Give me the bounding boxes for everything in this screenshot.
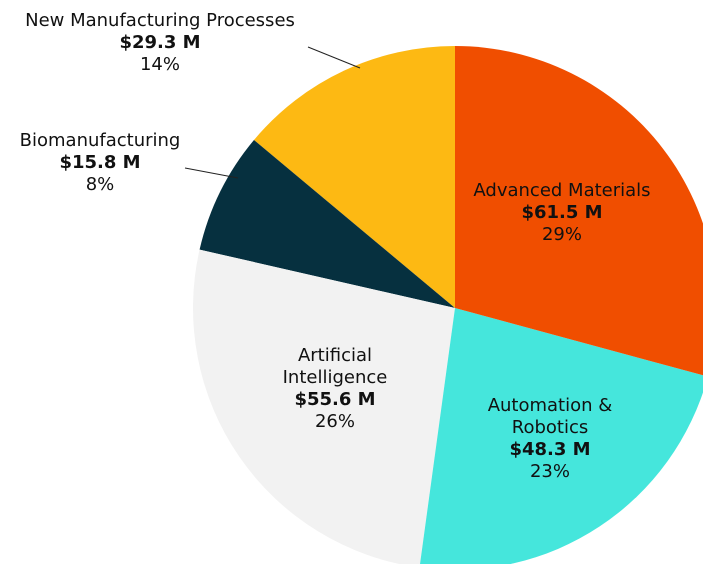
percent-label: 29% <box>541 224 582 245</box>
value-label: $15.8 M <box>59 152 141 173</box>
pie-slice <box>253 46 455 308</box>
slice-label: Artificial Intelligence $55.6 M 26% <box>260 345 410 433</box>
value-label: $29.3 M <box>119 32 201 53</box>
pie-slice <box>455 46 703 376</box>
leader-line <box>307 46 361 69</box>
pie-slice <box>193 249 455 564</box>
value-label: $48.3 M <box>509 439 591 460</box>
category-label: Biomanufacturing <box>19 130 181 151</box>
category-label: Advanced Materials <box>473 180 651 201</box>
slice-label: Biomanufacturing $15.8 M 8% <box>5 130 195 196</box>
leader-line <box>184 167 239 179</box>
category-label: New Manufacturing Processes <box>25 10 295 31</box>
slice-label: Advanced Materials $61.5 M 29% <box>462 180 662 246</box>
percent-label: 8% <box>85 174 115 195</box>
value-label: $55.6 M <box>294 389 376 410</box>
value-label: $61.5 M <box>521 202 603 223</box>
slice-label: New Manufacturing Processes $29.3 M 14% <box>0 10 320 76</box>
category-label: Automation & Robotics <box>487 395 613 438</box>
slice-label: Automation & Robotics $48.3 M 23% <box>465 395 635 483</box>
percent-label: 23% <box>529 461 570 482</box>
pie-slice <box>199 139 455 308</box>
percent-label: 14% <box>139 54 180 75</box>
percent-label: 26% <box>314 411 355 432</box>
pie-slice <box>420 308 703 564</box>
category-label: Artificial Intelligence <box>282 345 388 388</box>
